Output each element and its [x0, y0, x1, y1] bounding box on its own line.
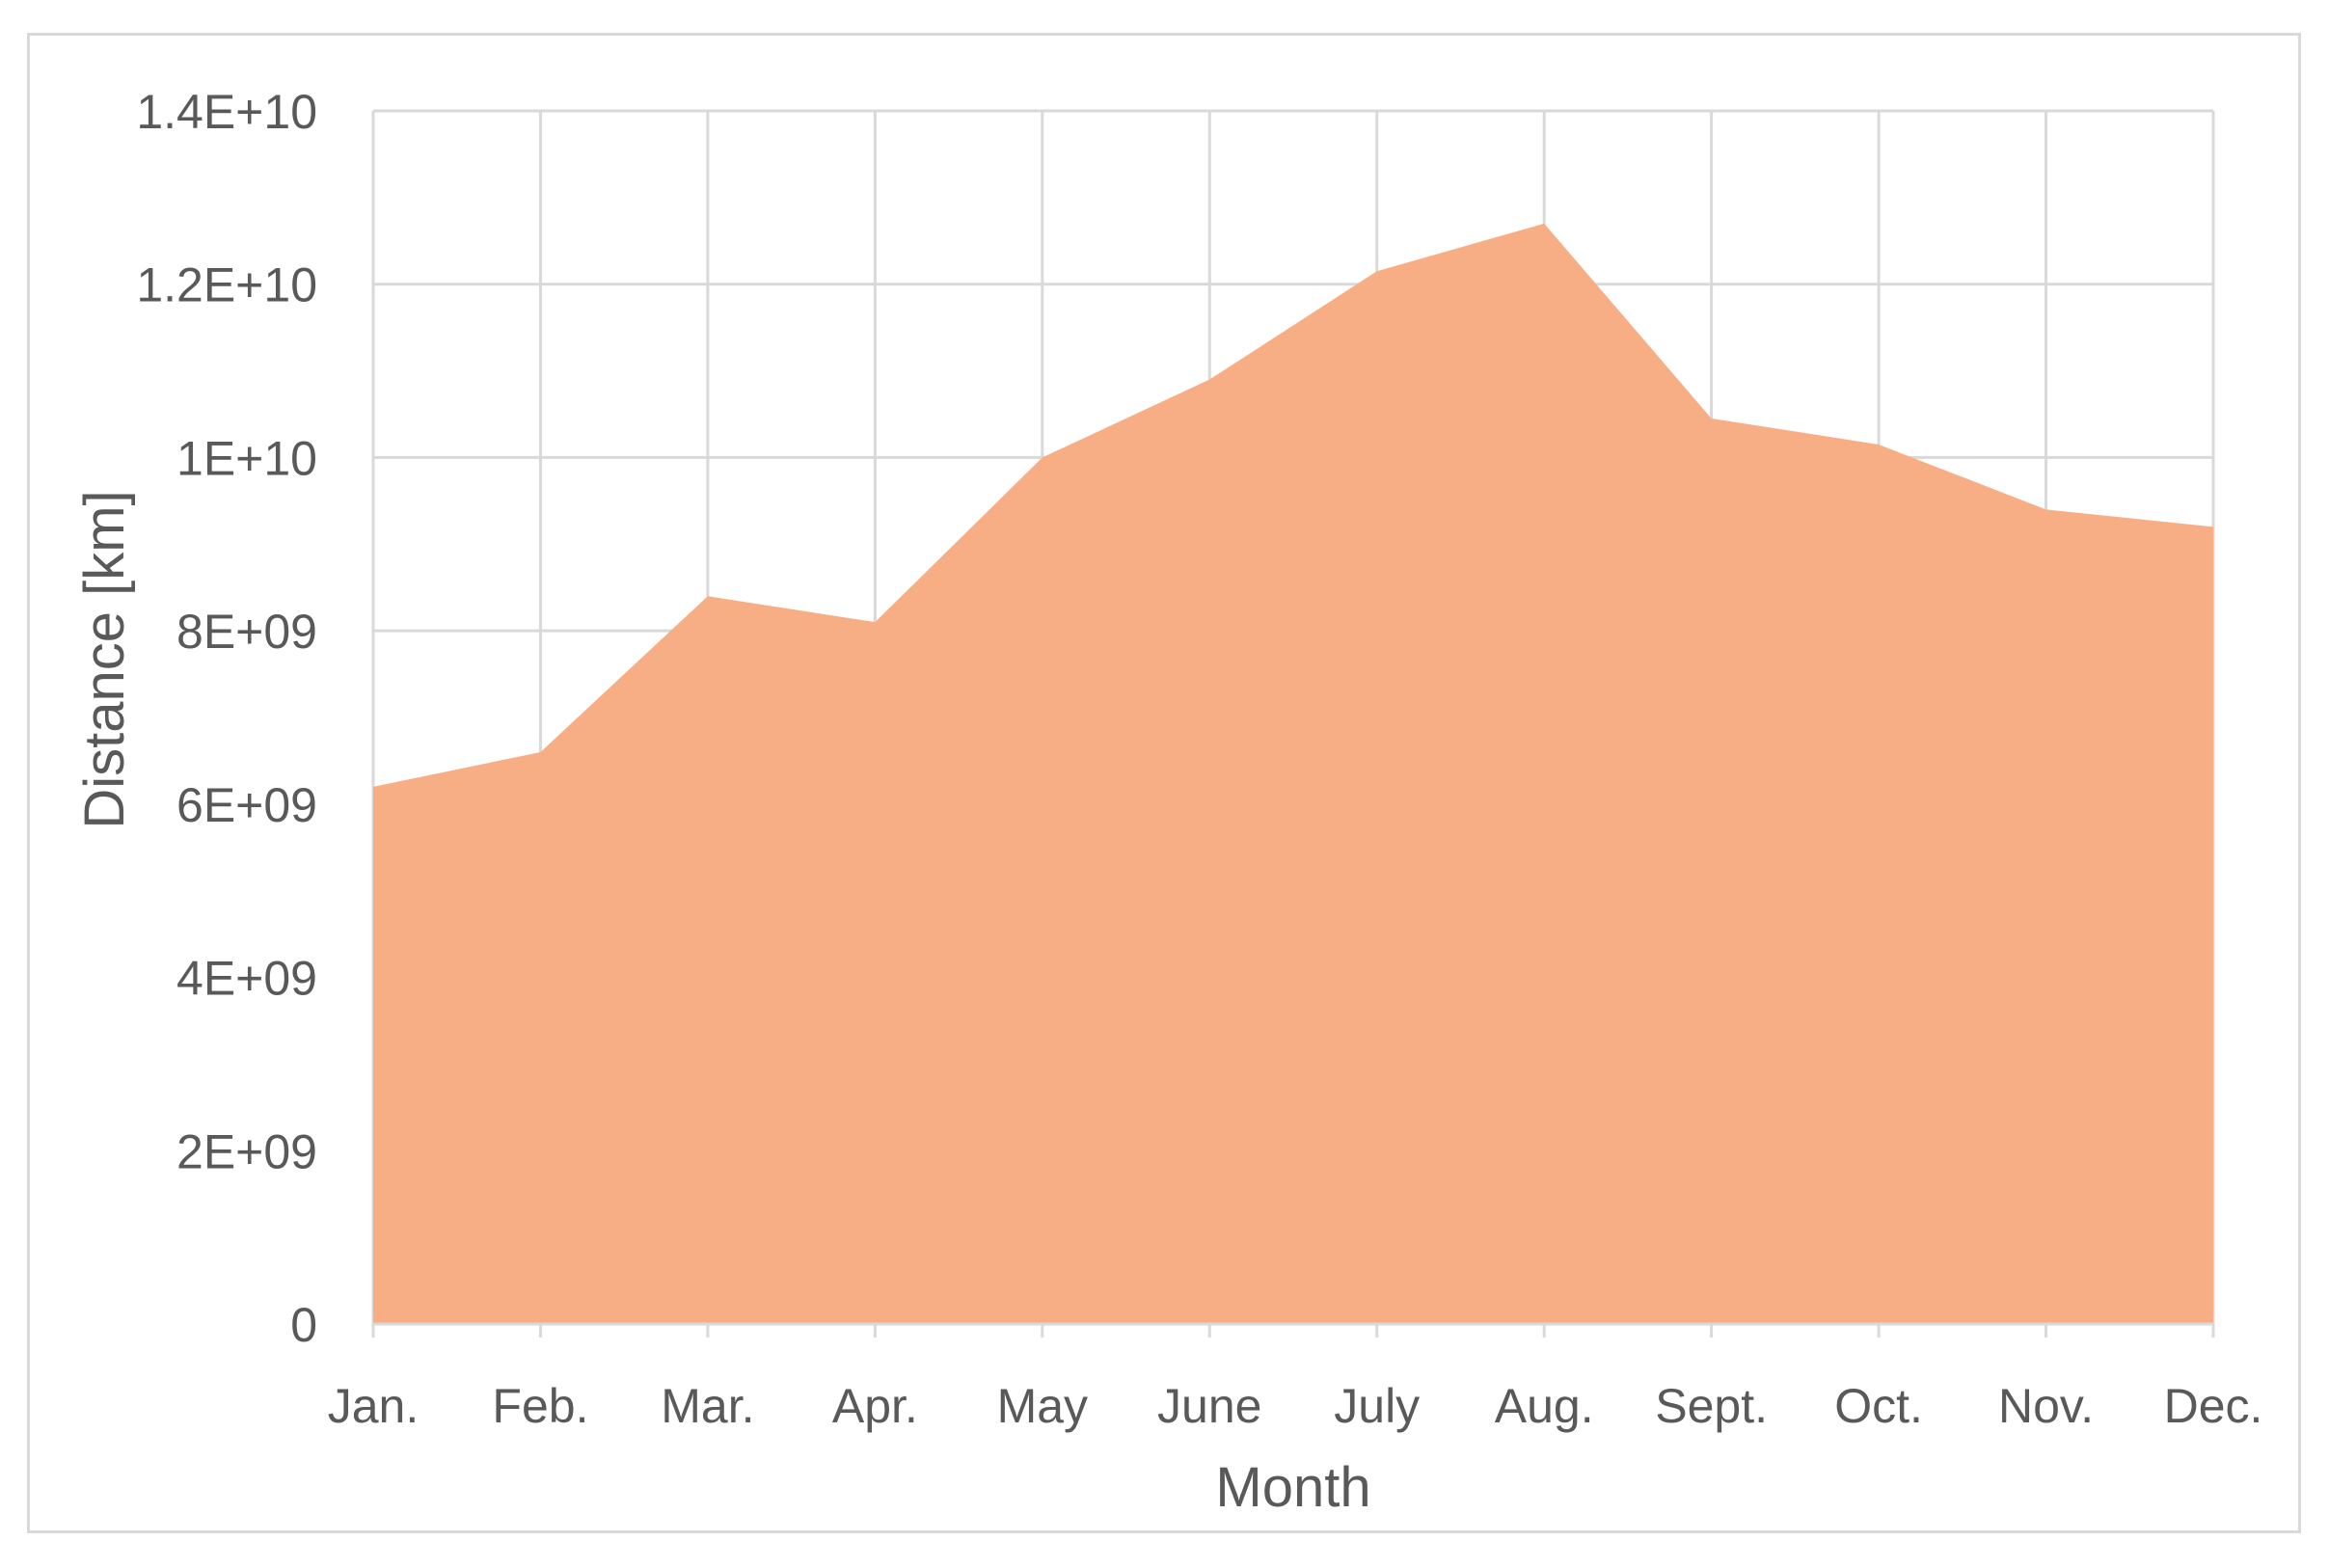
y-tick-label: 8E+09 — [176, 605, 317, 659]
area-series — [373, 223, 2213, 1324]
x-tick-label: Sept. — [1655, 1379, 1768, 1433]
x-tick-label: Mar. — [661, 1379, 754, 1433]
x-axis-line-group — [371, 1322, 2215, 1338]
x-tick-label: June — [1157, 1379, 1261, 1433]
x-tick-label: July — [1334, 1379, 1420, 1433]
area-fill — [373, 223, 2213, 1324]
x-tick-label: Nov. — [1998, 1379, 2094, 1433]
y-tick-labels: 0 2E+09 4E+09 6E+09 8E+09 1E+10 1.2E+10 1.4E+10 — [136, 85, 317, 1352]
x-tick-labels: Jan. Feb. Mar. Apr. May June July Aug. Sept. Oct.… — [328, 1379, 2263, 1433]
x-axis-title: Month — [1215, 1456, 1370, 1519]
x-tick-label: Aug. — [1495, 1379, 1594, 1433]
x-tick-label: Dec. — [2164, 1379, 2263, 1433]
x-tick-label: Apr. — [832, 1379, 918, 1433]
y-tick-label: 1.2E+10 — [136, 258, 317, 312]
y-axis-title: Distance [km] — [73, 490, 136, 828]
y-tick-label: 2E+09 — [176, 1124, 317, 1178]
y-tick-label: 1E+10 — [176, 431, 317, 485]
y-tick-label: 6E+09 — [176, 778, 317, 832]
y-tick-label: 4E+09 — [176, 952, 317, 1006]
y-tick-label: 0 — [290, 1298, 317, 1352]
x-tick-label: Oct. — [1834, 1379, 1923, 1433]
y-tick-label: 1.4E+10 — [136, 85, 317, 139]
x-tick-label: Jan. — [328, 1379, 420, 1433]
x-tick-label: Feb. — [492, 1379, 588, 1433]
x-tick-label: May — [997, 1379, 1088, 1433]
